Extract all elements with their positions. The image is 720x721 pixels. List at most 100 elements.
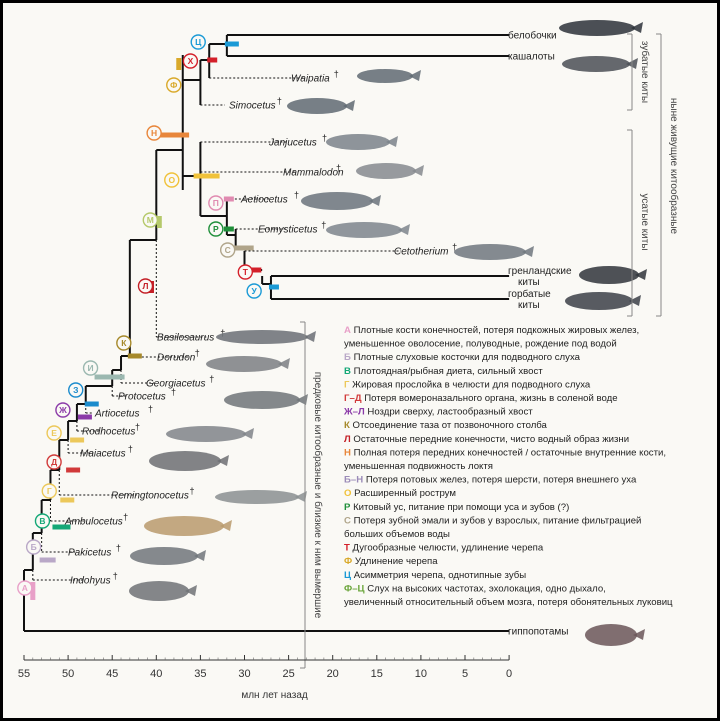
- legend-item-12: С Потеря зубной эмали и зубов у взрослых…: [344, 515, 641, 526]
- trait-band-М: [156, 216, 162, 228]
- trait-band-Р: [223, 226, 234, 232]
- extinct-dagger-artiocetus: †: [148, 404, 153, 414]
- animal-tail-dorudon: [278, 358, 290, 369]
- animal-silhouette-гренландские-киты: [579, 266, 639, 284]
- node-circle-Б: [25, 539, 42, 555]
- animal-tail-гиппопотамы: [633, 629, 645, 640]
- extinct-dagger-rodhocetus: †: [135, 422, 140, 432]
- taxon-label-indohyus: Indohyus: [70, 576, 111, 587]
- animal-tail-maiacetus: [217, 455, 229, 466]
- extinct-dagger-mammalodon: †: [336, 163, 341, 173]
- extinct-dagger-janjucetus: †: [322, 133, 327, 143]
- legend-item-7: Л Остаточные передние конечности, чисто …: [344, 434, 629, 445]
- trait-band-А: [30, 582, 36, 600]
- trait-band-К: [127, 353, 142, 359]
- taxon-label-simocetus: Simocetus: [229, 101, 276, 112]
- animal-silhouette-indohyus: [129, 581, 189, 601]
- animal-silhouette-eomysticetus: [326, 222, 402, 238]
- trait-band-Ц: [224, 41, 239, 47]
- animal-silhouette-белобочки: [559, 20, 635, 36]
- extinct-dagger-basilosaurus: †: [220, 328, 225, 338]
- extinct-dagger-simocetus: †: [277, 96, 282, 106]
- animal-silhouette-georgiacetus: [224, 391, 300, 409]
- taxon-label-eomysticetus: Eomysticetus: [258, 225, 317, 236]
- legend-item-3: Г Жировая прослойка в челюсти для подвод…: [344, 379, 591, 390]
- x-tick-label-20: 20: [327, 668, 339, 680]
- trait-band-В: [52, 524, 71, 530]
- node-circle-Ц: [190, 34, 206, 50]
- animal-silhouette-гиппопотамы: [585, 624, 637, 646]
- trait-band-И: [94, 374, 125, 380]
- animal-silhouette-mammalodon: [356, 163, 416, 179]
- node-letter-Т: Т: [243, 267, 249, 277]
- trait-band-Ф: [176, 58, 182, 70]
- node-letter-Р: Р: [213, 224, 219, 234]
- taxon-label-ambulocetus: Ambulocetus: [64, 517, 123, 528]
- extinct-dagger-cetotherium: †: [452, 242, 457, 252]
- legend-item-16: Ф–Ц Слух на высоких частотах, эхолокация…: [344, 583, 606, 594]
- animal-tail-cetotherium: [522, 246, 534, 257]
- taxon-label-dorudon: Dorudon: [157, 353, 196, 364]
- x-axis-title: млн лет назад: [241, 690, 308, 701]
- node-letter-В: В: [39, 516, 45, 526]
- animal-tail-eomysticetus: [398, 224, 410, 235]
- node-letter-Х: Х: [188, 56, 194, 66]
- node-circle-П: [208, 195, 224, 211]
- bracket-ancestral-label: предковые китообразные и близкие к ним в…: [312, 372, 324, 619]
- taxon-label-гренландские-киты: гренландские киты: [508, 266, 572, 288]
- animal-silhouette-aetiocetus: [301, 192, 373, 210]
- x-tick-label-25: 25: [282, 668, 294, 680]
- trait-band-У: [268, 284, 279, 290]
- node-circle-Г: [41, 483, 57, 499]
- taxon-label-maiacetus: Maiacetus: [80, 449, 126, 460]
- x-tick-label-10: 10: [415, 668, 427, 680]
- trait-band-Т: [251, 267, 262, 273]
- node-circle-С: [219, 242, 236, 258]
- taxon-label-гиппопотамы: гиппопотамы: [508, 627, 568, 638]
- node-letter-Л: Л: [142, 281, 148, 291]
- x-tick-label-35: 35: [194, 668, 206, 680]
- legend-item-13: Т Дугообразные челюсти, удлинение черепа: [344, 543, 544, 554]
- node-letter-И: И: [88, 363, 94, 373]
- node-letter-М: М: [147, 215, 154, 225]
- extinct-dagger-dorudon: †: [195, 348, 200, 358]
- legend-item-0-cont-1: уменьшенное оволосение, полуводные, рожд…: [344, 339, 617, 350]
- node-letter-Д: Д: [51, 457, 57, 467]
- taxon-label-pakicetus: Pakicetus: [68, 548, 111, 559]
- taxon-label-cetotherium: Cetotherium: [394, 247, 448, 258]
- node-circle-Т: [237, 264, 254, 280]
- trait-band-П: [223, 196, 234, 202]
- node-letter-З: З: [73, 385, 78, 395]
- legend-item-5: Ж–Л Ноздри сверху, ластообразный хвост: [343, 407, 533, 418]
- taxon-label-кашалоты: кашалоты: [508, 52, 555, 63]
- extinct-dagger-waipatia: †: [334, 69, 339, 79]
- node-circle-К: [116, 335, 132, 351]
- animal-silhouette-кашалоты: [562, 56, 630, 72]
- node-circle-У: [246, 283, 262, 299]
- bracket-baleen-label: усатые киты: [639, 193, 650, 250]
- animal-silhouette-remingtonocetus: [215, 490, 299, 504]
- node-letter-Н: Н: [151, 128, 157, 138]
- extinct-dagger-indohyus: †: [113, 571, 118, 581]
- node-letter-С: С: [225, 245, 231, 255]
- bracket-toothed-label: зубатые киты: [639, 41, 651, 103]
- node-circle-А: [17, 580, 33, 596]
- x-tick-label-0: 0: [506, 668, 512, 680]
- animal-silhouette-waipatia: [357, 69, 413, 83]
- x-tick-label-50: 50: [62, 668, 74, 680]
- extinct-dagger-eomysticetus: †: [321, 220, 326, 230]
- trait-band-Г: [60, 497, 75, 503]
- taxon-label-белобочки: белобочки: [508, 30, 557, 42]
- animal-silhouette-cetotherium: [454, 244, 526, 260]
- trait-band-Д: [66, 467, 81, 473]
- extinct-dagger-pakicetus: †: [116, 543, 121, 553]
- animal-tail-rodhocetus: [242, 428, 254, 439]
- extinct-dagger-aetiocetus: †: [294, 190, 299, 200]
- node-circle-Н: [146, 125, 162, 141]
- legend-item-1: Б Плотные слуховые косточки для подводно…: [344, 352, 581, 363]
- trait-band-Ж: [77, 414, 92, 420]
- extinct-dagger-remingtonocetus: †: [190, 486, 195, 496]
- trait-band-З: [84, 401, 99, 407]
- node-circle-Ж: [55, 402, 71, 418]
